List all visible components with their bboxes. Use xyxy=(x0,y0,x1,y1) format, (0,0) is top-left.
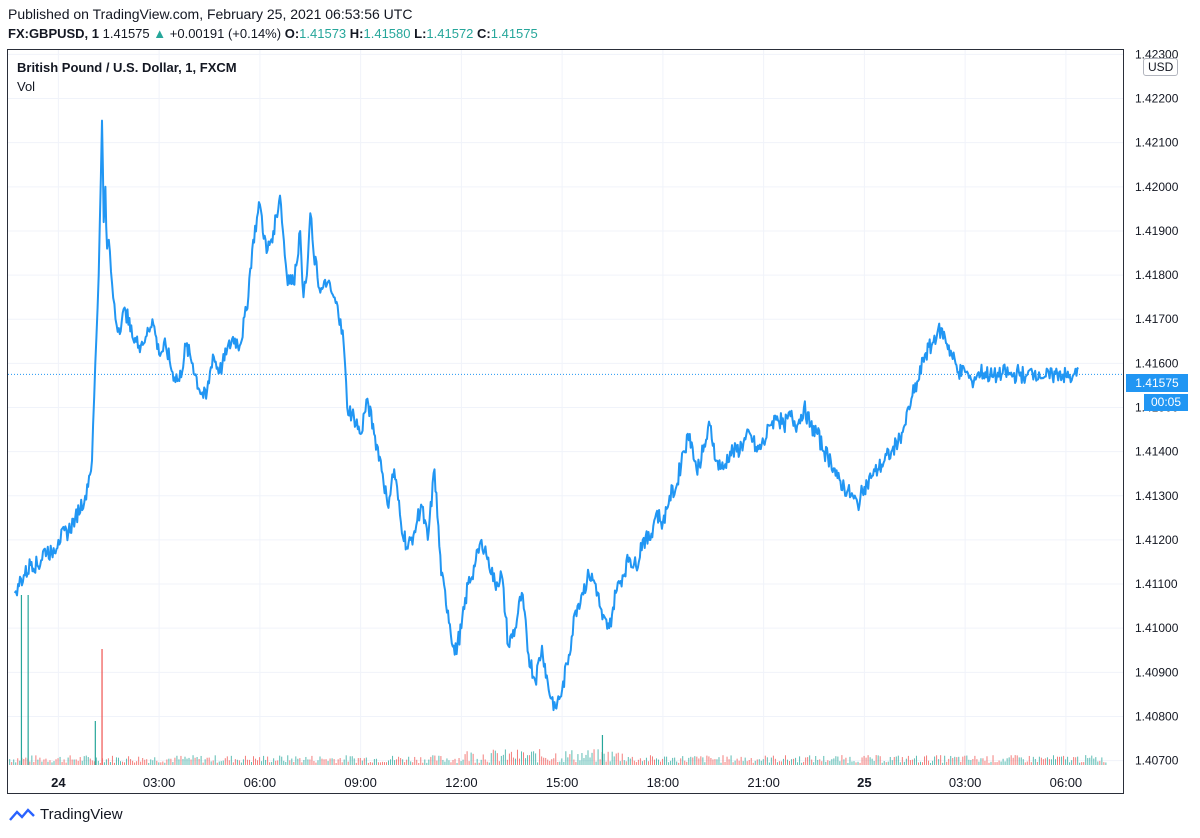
y-tick-label: 1.41800 xyxy=(1135,268,1179,282)
y-tick-label: 1.42100 xyxy=(1135,136,1179,150)
y-tick-label: 1.41600 xyxy=(1135,356,1179,370)
close-label: C: xyxy=(477,26,491,41)
tradingview-brand: TradingView xyxy=(40,806,123,823)
chart-frame xyxy=(7,49,1124,794)
y-tick-label: 1.42000 xyxy=(1135,180,1179,194)
x-tick-label: 15:00 xyxy=(546,775,579,790)
x-tick-label: 24 xyxy=(51,775,66,790)
price-series-line xyxy=(13,119,1079,712)
y-tick-label: 1.40900 xyxy=(1135,665,1179,679)
symbol-label: FX:GBPUSD, 1 xyxy=(8,26,100,41)
y-tick-label: 1.41200 xyxy=(1135,533,1179,547)
current-price-tag: 1.41575 xyxy=(1126,374,1188,392)
tradingview-logo[interactable]: TradingView xyxy=(8,806,123,823)
y-tick-label: 1.40800 xyxy=(1135,709,1179,723)
bar-countdown-tag: 00:05 xyxy=(1144,394,1188,411)
close-value: 1.41575 xyxy=(490,26,538,41)
price-chart[interactable]: 1.40700 1.40800 1.40900 1.41000 1.41100 1.412… xyxy=(0,0,1200,800)
change-arrow-icon: ▲ xyxy=(153,26,167,41)
low-value: 1.41572 xyxy=(426,26,474,41)
open-label: O: xyxy=(284,26,300,41)
change-value: +0.00191 (+0.14%) xyxy=(169,26,282,41)
volume-legend: Vol xyxy=(17,79,36,94)
x-tick-label: 06:00 xyxy=(244,775,277,790)
ohlc-bar: FX:GBPUSD, 1 1.41575 ▲ +0.00191 (+0.14%)… xyxy=(8,26,538,41)
open-value: 1.41573 xyxy=(299,26,347,41)
x-tick-label: 25 xyxy=(857,775,871,790)
x-tick-label: 06:00 xyxy=(1050,775,1083,790)
y-tick-label: 1.41300 xyxy=(1135,489,1179,503)
y-tick-label: 1.42300 xyxy=(1135,47,1179,61)
y-tick-label: 1.41100 xyxy=(1135,577,1178,591)
currency-badge[interactable]: USD xyxy=(1143,58,1179,76)
y-tick-label: 1.41400 xyxy=(1135,445,1179,459)
x-tick-label: 18:00 xyxy=(647,775,680,790)
chart-legend-title: British Pound / U.S. Dollar, 1, FXCM xyxy=(17,60,237,75)
low-label: L: xyxy=(414,26,427,41)
x-tick-label: 03:00 xyxy=(949,775,982,790)
high-label: H: xyxy=(349,26,364,41)
y-tick-label: 1.41700 xyxy=(1135,312,1179,326)
x-tick-label: 09:00 xyxy=(344,775,377,790)
high-value: 1.41580 xyxy=(363,26,411,41)
tradingview-logo-icon xyxy=(9,807,35,821)
y-tick-label: 1.40700 xyxy=(1135,754,1179,768)
last-price: 1.41575 xyxy=(102,26,150,41)
y-tick-label: 1.42200 xyxy=(1135,92,1179,106)
x-tick-label: 21:00 xyxy=(747,775,780,790)
y-tick-label: 1.41000 xyxy=(1135,621,1179,635)
x-tick-label: 12:00 xyxy=(445,775,478,790)
y-tick-label: 1.41900 xyxy=(1135,224,1179,238)
published-line: Published on TradingView.com, February 2… xyxy=(8,6,413,22)
x-tick-label: 03:00 xyxy=(143,775,176,790)
